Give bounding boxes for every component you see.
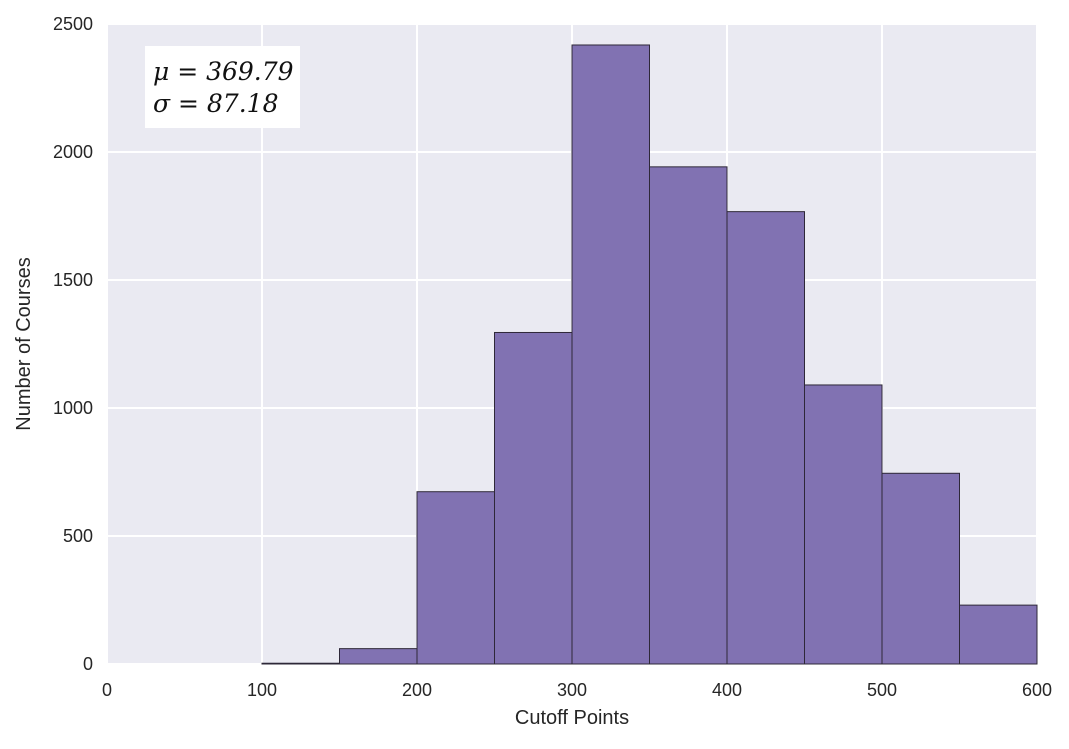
x-axis-label: Cutoff Points xyxy=(515,707,629,729)
x-tick-label-4: 400 xyxy=(712,680,742,700)
histogram-bar-9 xyxy=(804,384,883,665)
histogram-bar-5 xyxy=(494,331,573,665)
histogram-bars xyxy=(261,44,1038,665)
stats-annotation-box xyxy=(145,46,300,128)
x-tick-label-2: 200 xyxy=(402,680,432,700)
histogram-bar-10 xyxy=(881,472,960,665)
histogram-bar-3 xyxy=(339,648,418,665)
x-tick-labels: 0 100 200 300 400 500 600 xyxy=(102,680,1052,700)
histogram-bar-7 xyxy=(649,166,728,665)
y-tick-label-1: 500 xyxy=(63,526,93,546)
histogram-bar-6 xyxy=(571,44,650,665)
histogram-bar-2 xyxy=(261,662,340,665)
y-tick-label-0: 0 xyxy=(83,654,93,674)
y-tick-label-5: 2500 xyxy=(53,14,93,34)
y-axis-label: Number of Courses xyxy=(13,257,35,430)
histogram-bar-4 xyxy=(416,491,495,665)
x-tick-label-3: 300 xyxy=(557,680,587,700)
y-tick-labels: 0 500 1000 1500 2000 2500 xyxy=(53,14,93,674)
y-tick-label-3: 1500 xyxy=(53,270,93,290)
stats-annotation: μ = 369.79 σ = 87.18 xyxy=(145,46,300,128)
histogram-bar-11 xyxy=(959,604,1038,665)
stats-std: σ = 87.18 xyxy=(153,89,278,118)
y-tick-label-4: 2000 xyxy=(53,142,93,162)
y-tick-label-2: 1000 xyxy=(53,398,93,418)
x-tick-label-6: 600 xyxy=(1022,680,1052,700)
histogram-bar-8 xyxy=(726,211,805,665)
stats-mean: μ = 369.79 xyxy=(153,57,294,86)
x-tick-label-0: 0 xyxy=(102,680,112,700)
x-tick-label-5: 500 xyxy=(867,680,897,700)
x-tick-label-1: 100 xyxy=(247,680,277,700)
